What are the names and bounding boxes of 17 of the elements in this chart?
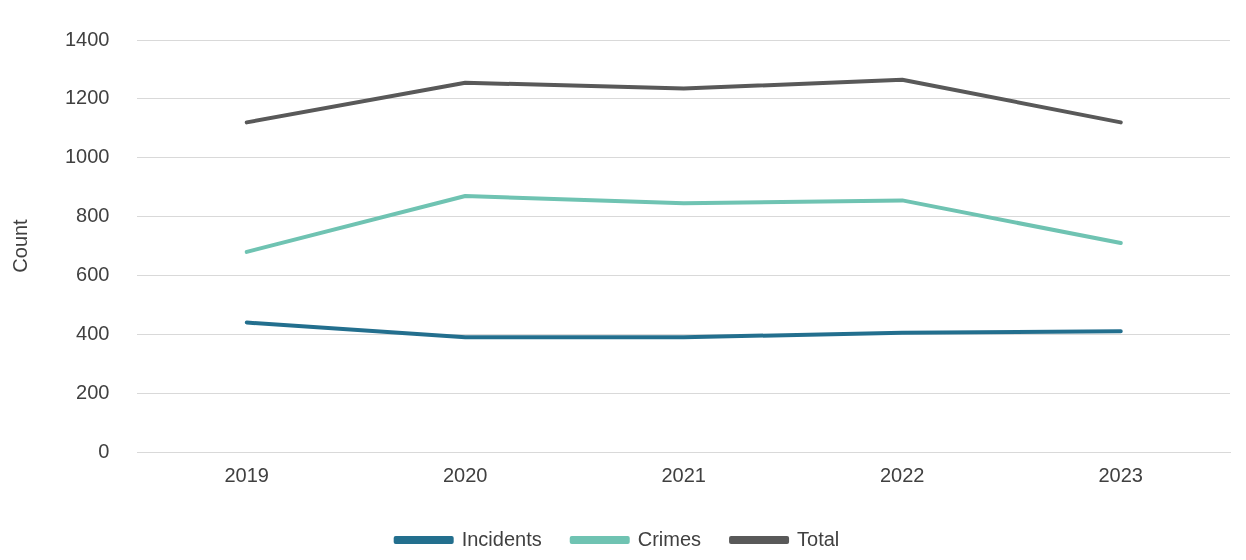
- legend-label: Incidents: [461, 527, 542, 550]
- y-tick-label: 800: [76, 204, 110, 227]
- y-tick-label: 1400: [64, 27, 110, 50]
- x-tick-label: 2023: [1098, 463, 1143, 486]
- legend-label: Crimes: [637, 527, 702, 550]
- y-tick-label: 1200: [64, 86, 110, 109]
- y-tick-label: 0: [98, 439, 110, 462]
- y-axis-title: Count: [8, 218, 31, 273]
- y-tick-label: 200: [76, 380, 110, 403]
- y-tick-label: 1000: [64, 145, 110, 168]
- x-tick-label: 2019: [224, 463, 269, 486]
- y-tick-label: 400: [76, 321, 110, 344]
- x-tick-label: 2020: [442, 463, 488, 486]
- legend-label: Total: [797, 527, 840, 550]
- x-tick-label: 2022: [880, 463, 925, 486]
- x-tick-label: 2021: [661, 463, 706, 486]
- y-tick-label: 600: [76, 262, 110, 285]
